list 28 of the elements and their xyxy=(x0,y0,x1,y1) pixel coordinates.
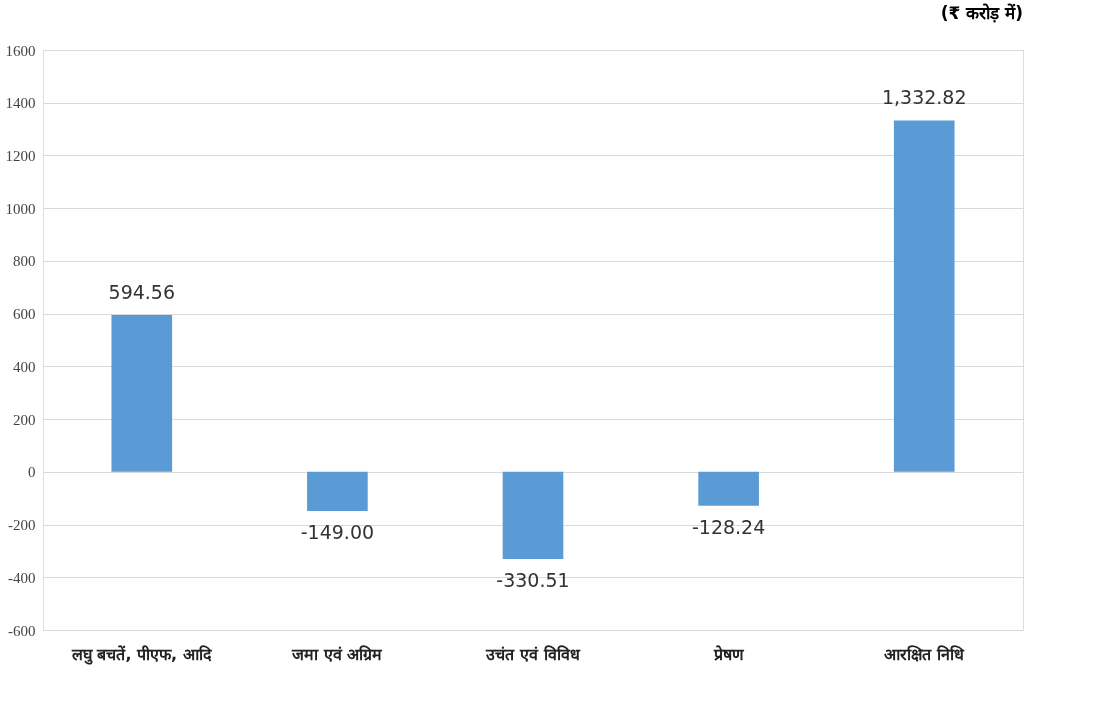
bar xyxy=(698,471,759,506)
x-tick-label: लघु बचतें, पीएफ, आदि xyxy=(70,644,212,665)
y-tick-label: 1400 xyxy=(5,95,36,112)
data-label: 594.56 xyxy=(108,281,176,304)
x-tick-label: प्रेषण xyxy=(712,644,745,664)
y-tick-label: 1600 xyxy=(5,42,36,59)
bar xyxy=(307,471,368,512)
y-tick-label: -400 xyxy=(8,569,36,586)
data-label: -330.51 xyxy=(496,568,570,591)
y-tick-label: 800 xyxy=(13,253,36,270)
bar xyxy=(893,120,955,472)
y-tick-label: 1000 xyxy=(5,200,36,217)
data-label: -149.00 xyxy=(300,521,375,544)
data-label: 1,332.82 xyxy=(881,86,967,109)
bar xyxy=(502,471,564,559)
bar xyxy=(111,315,173,472)
x-tick-label: आरक्षित निधि xyxy=(884,644,965,664)
x-tick-label: उचंत एवं विविध xyxy=(485,644,581,664)
y-tick-label: 200 xyxy=(13,411,36,428)
y-tick-label: -200 xyxy=(8,517,36,534)
y-tick-label: 1200 xyxy=(5,147,36,164)
x-tick-label: जमा एवं अग्रिम xyxy=(291,644,384,664)
chart-title: (₹ करोड़ में) xyxy=(940,3,1023,23)
y-tick-label: 400 xyxy=(13,358,36,375)
y-tick-label: 600 xyxy=(13,306,36,323)
data-label: -128.24 xyxy=(691,515,766,538)
y-tick-label: -600 xyxy=(8,622,36,639)
y-tick-label: 0 xyxy=(28,464,36,481)
